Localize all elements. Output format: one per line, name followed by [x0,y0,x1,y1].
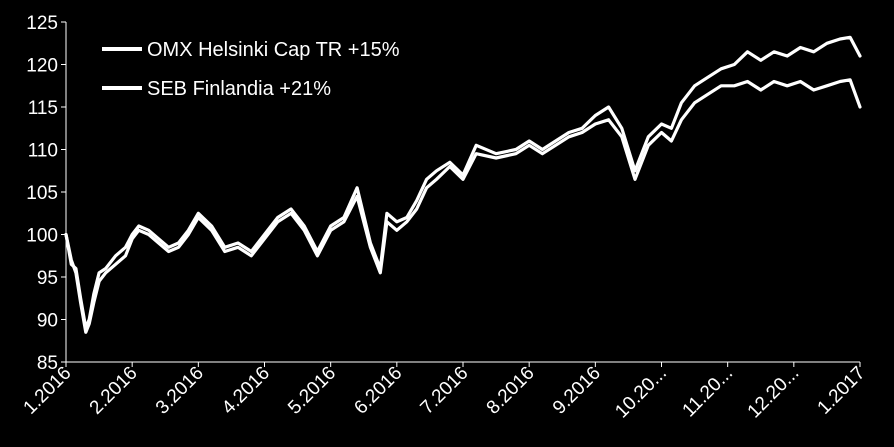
series-line-1 [64,35,862,330]
legend-label-series-1: OMX Helsinki Cap TR +15% [147,39,400,61]
series-line-2 [64,78,862,334]
y-tick-label: 90 [37,311,58,332]
y-tick-label: 100 [26,226,58,247]
y-tick-label: 125 [26,13,58,34]
y-tick-label: 85 [37,353,58,374]
y-tick-label: 95 [37,268,58,289]
y-tick-label: 110 [28,141,58,162]
y-axis-ticks: 85 90 95 100 105 110 115 120 125 [26,13,66,374]
series-lines [64,35,862,334]
y-tick-label: 105 [26,183,58,204]
y-tick-label: 120 [26,56,58,77]
legend-label-series-2: SEB Finlandia +21% [147,78,331,100]
legend: OMX Helsinki Cap TR +15% SEB Finlandia +… [102,39,400,100]
y-tick-label: 115 [28,98,58,119]
